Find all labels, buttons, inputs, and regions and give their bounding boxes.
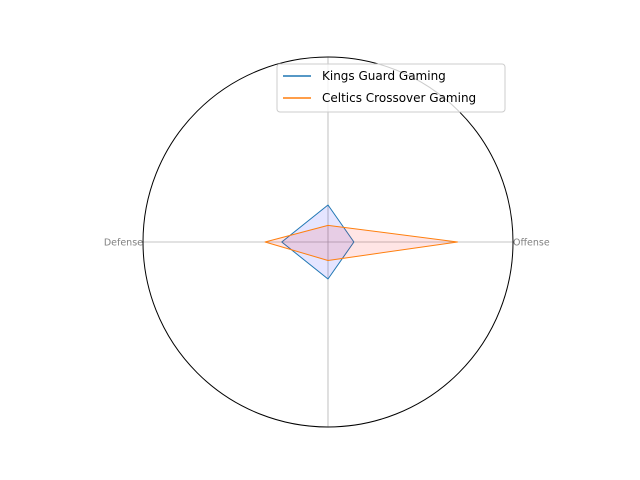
- legend: Kings Guard Gaming Celtics Crossover Gam…: [276, 63, 506, 113]
- legend-label-kings-guard-gaming: Kings Guard Gaming: [322, 69, 446, 83]
- series-line-kings-guard-gaming: [281, 204, 355, 280]
- legend-label-celtics-crossover-gaming: Celtics Crossover Gaming: [322, 91, 476, 105]
- axis-label-offense: Offense: [513, 238, 550, 249]
- series-area-celtics-crossover-gaming: [265, 225, 458, 261]
- series-area-kings-guard-gaming: [281, 205, 354, 279]
- radar-series-group: [264, 204, 458, 280]
- legend-frame: [276, 63, 506, 113]
- axis-labels: Offense Defense: [104, 238, 550, 249]
- radar-outer-ring: [142, 56, 514, 428]
- series-line-celtics-crossover-gaming: [264, 224, 458, 261]
- axis-label-defense: Defense: [104, 238, 143, 249]
